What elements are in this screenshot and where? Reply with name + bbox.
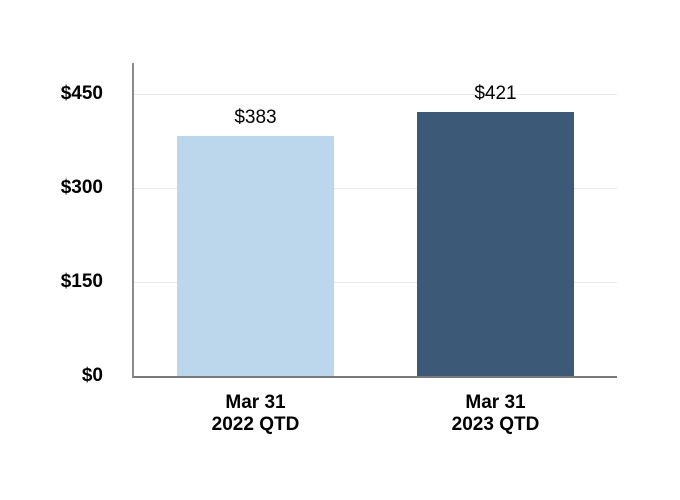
bar-value-label-2022-qtd: $383 [234,107,277,128]
y-tick-label-450: $450 [60,83,103,105]
x-tick-label-2023-qtd: Mar 31 2023 QTD [452,392,540,436]
y-tick-label-300: $300 [60,177,103,199]
y-tick-label-150: $150 [60,271,103,293]
x-tick-label-line2: 2023 QTD [451,414,540,435]
gridline-450 [134,94,617,96]
x-tick-label-line2: 2022 QTD [211,414,300,435]
bar-2023-qtd [417,112,574,376]
bar-value-label-2023-qtd: $421 [474,83,517,104]
gridline-150 [134,282,617,284]
y-tick-label-0: $0 [81,365,103,386]
bar-2022-qtd [177,136,334,376]
gridline-300 [134,188,617,190]
x-tick-label-2022-qtd: Mar 31 2022 QTD [212,392,300,436]
x-tick-label-line1: Mar 31 [465,392,526,413]
plot-area: $383 $421 [132,63,617,378]
x-tick-label-line1: Mar 31 [225,392,286,413]
